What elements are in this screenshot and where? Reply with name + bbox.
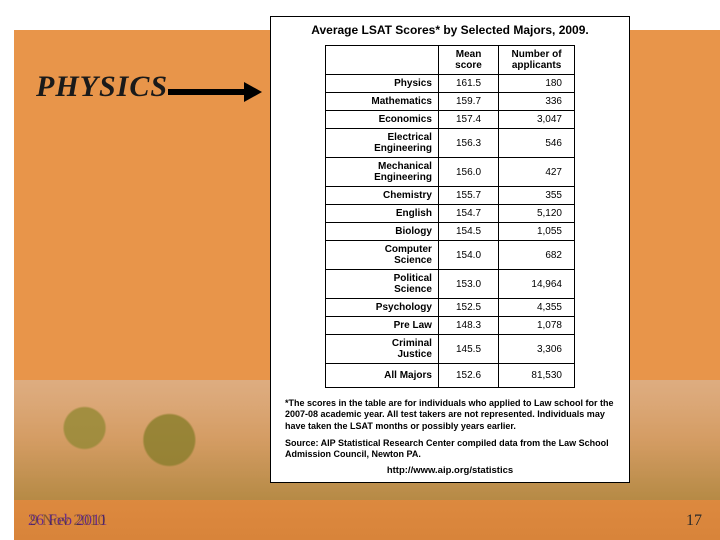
cell-num: 1,078: [499, 317, 575, 335]
cell-score: 154.0: [438, 241, 498, 270]
cell-num: 1,055: [499, 223, 575, 241]
cell-score: 154.7: [438, 205, 498, 223]
cell-major: Pre Law: [326, 317, 439, 335]
table-title: Average LSAT Scores* by Selected Majors,…: [271, 17, 629, 45]
cell-num: 546: [499, 129, 575, 158]
cell-num: 180: [499, 75, 575, 93]
table-row: Biology154.51,055: [326, 223, 575, 241]
cell-score: 157.4: [438, 111, 498, 129]
table-header-row: Mean score Number of applicants: [326, 46, 575, 75]
cell-score: 159.7: [438, 93, 498, 111]
col-blank: [326, 46, 439, 75]
table-row: PoliticalScience153.014,964: [326, 270, 575, 299]
table-row: CriminalJustice145.53,306: [326, 335, 575, 364]
col-mean-score: Mean score: [438, 46, 498, 75]
slide: PHYSICS Average LSAT Scores* by Selected…: [0, 0, 720, 540]
cell-num: 4,355: [499, 299, 575, 317]
cell-num: 427: [499, 158, 575, 187]
cell-score: 152.5: [438, 299, 498, 317]
footer-page-number: 17: [686, 512, 702, 530]
cell-num: 3,306: [499, 335, 575, 364]
cell-num: 682: [499, 241, 575, 270]
table-url: http://www.aip.org/statistics: [271, 462, 629, 482]
table-panel: Average LSAT Scores* by Selected Majors,…: [270, 16, 630, 483]
table-row: Mathematics159.7336: [326, 93, 575, 111]
cell-num: 336: [499, 93, 575, 111]
table-row: MechanicalEngineering156.0427: [326, 158, 575, 187]
cell-major: PoliticalScience: [326, 270, 439, 299]
cell-major: MechanicalEngineering: [326, 158, 439, 187]
table-row: Chemistry155.7355: [326, 187, 575, 205]
table-row: Pre Law148.31,078: [326, 317, 575, 335]
cell-major: Psychology: [326, 299, 439, 317]
cell-score: 153.0: [438, 270, 498, 299]
cell-score: 156.0: [438, 158, 498, 187]
footer-date-ghost: 9 Nov 2010: [30, 512, 106, 530]
cell-score: 155.7: [438, 187, 498, 205]
left-white-band: [0, 0, 14, 540]
cell-major: Biology: [326, 223, 439, 241]
table-row: ComputerScience154.0682: [326, 241, 575, 270]
table-row: Psychology152.54,355: [326, 299, 575, 317]
cell-major: CriminalJustice: [326, 335, 439, 364]
cell-major: Mathematics: [326, 93, 439, 111]
table-row: English154.75,120: [326, 205, 575, 223]
table-row-all: All Majors152.681,530: [326, 364, 575, 388]
cell-num: 81,530: [499, 364, 575, 388]
cell-score: 145.5: [438, 335, 498, 364]
arrow-icon: [168, 86, 263, 98]
heading-physics: PHYSICS: [36, 70, 168, 104]
cell-score: 161.5: [438, 75, 498, 93]
table-footnote: *The scores in the table are for individ…: [271, 392, 629, 434]
cell-score: 156.3: [438, 129, 498, 158]
cell-score: 154.5: [438, 223, 498, 241]
cell-major: Economics: [326, 111, 439, 129]
table-source: Source: AIP Statistical Research Center …: [271, 434, 629, 463]
cell-major: English: [326, 205, 439, 223]
lsat-table: Mean score Number of applicants Physics1…: [325, 45, 575, 388]
cell-major: Chemistry: [326, 187, 439, 205]
cell-major: ComputerScience: [326, 241, 439, 270]
table-row: ElectricalEngineering156.3546: [326, 129, 575, 158]
cell-score: 152.6: [438, 364, 498, 388]
cell-num: 14,964: [499, 270, 575, 299]
table-row: Physics161.5180: [326, 75, 575, 93]
cell-major: ElectricalEngineering: [326, 129, 439, 158]
col-num-applicants: Number of applicants: [499, 46, 575, 75]
cell-major: Physics: [326, 75, 439, 93]
cell-num: 3,047: [499, 111, 575, 129]
cell-num: 5,120: [499, 205, 575, 223]
cell-score: 148.3: [438, 317, 498, 335]
cell-num: 355: [499, 187, 575, 205]
footer-date: 26 Feb 2011 9 Nov 2010: [28, 512, 107, 530]
table-row: Economics157.43,047: [326, 111, 575, 129]
cell-major: All Majors: [326, 364, 439, 388]
